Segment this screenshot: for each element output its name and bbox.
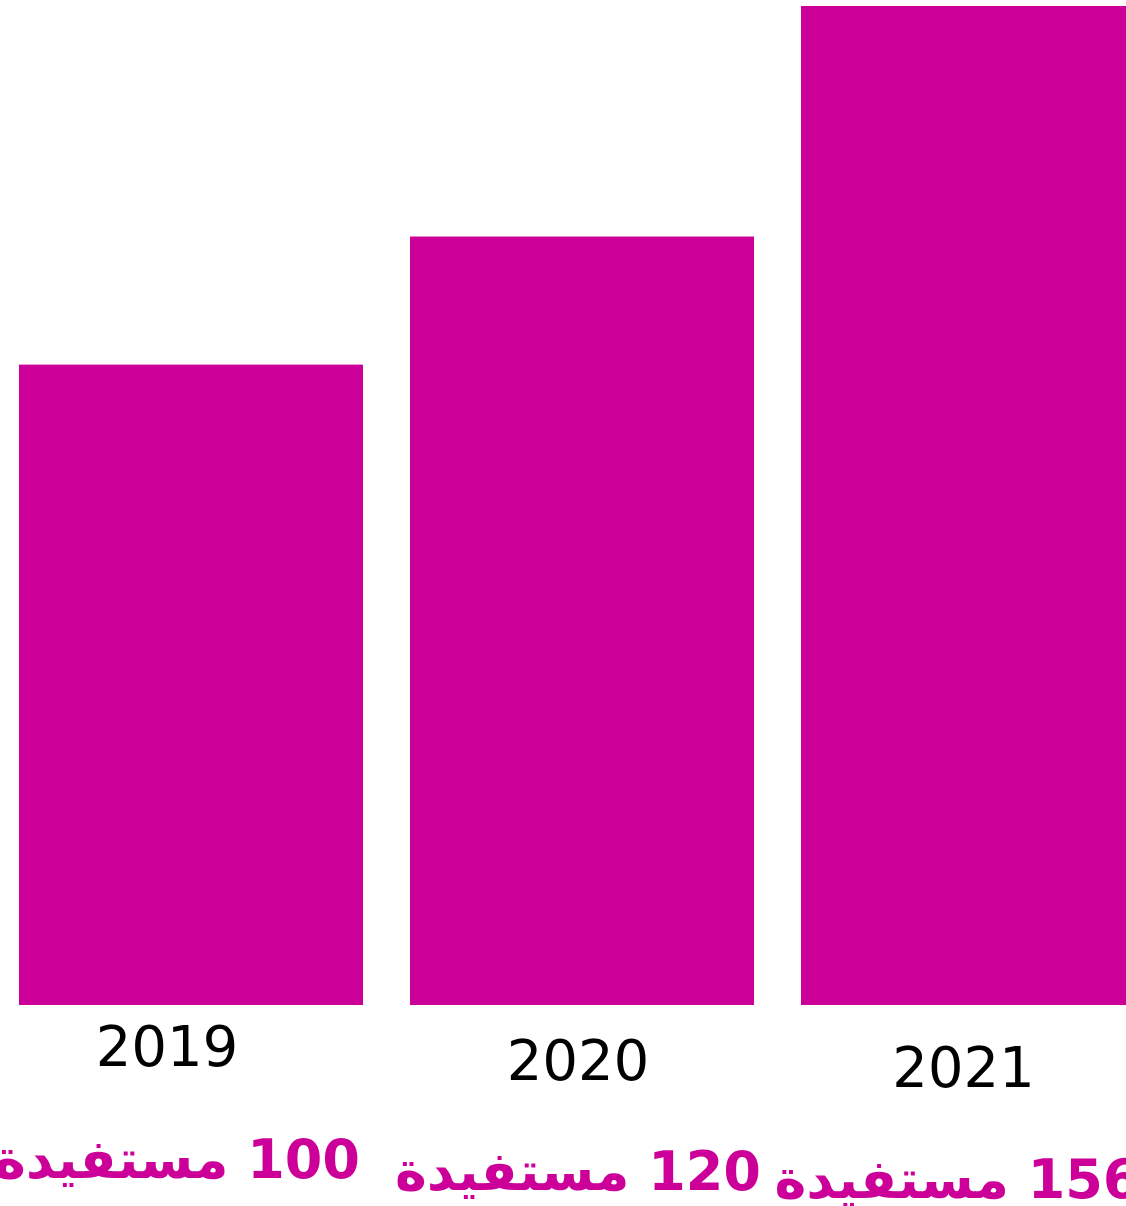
x-tick-label-2020: 2020 [507,1029,650,1094]
bar-2021 [801,6,1126,1005]
data-label-2019: 100 مستفيدة [0,1128,360,1191]
data-label-2020: 120 مستفيدة [395,1140,761,1203]
x-tick-label-2021: 2021 [892,1036,1035,1101]
bar-2020 [410,236,754,1006]
bar-2019 [19,364,363,1006]
data-label-2021: 156 مستفيدة [775,1148,1126,1206]
x-tick-label-2019: 2019 [96,1015,239,1080]
